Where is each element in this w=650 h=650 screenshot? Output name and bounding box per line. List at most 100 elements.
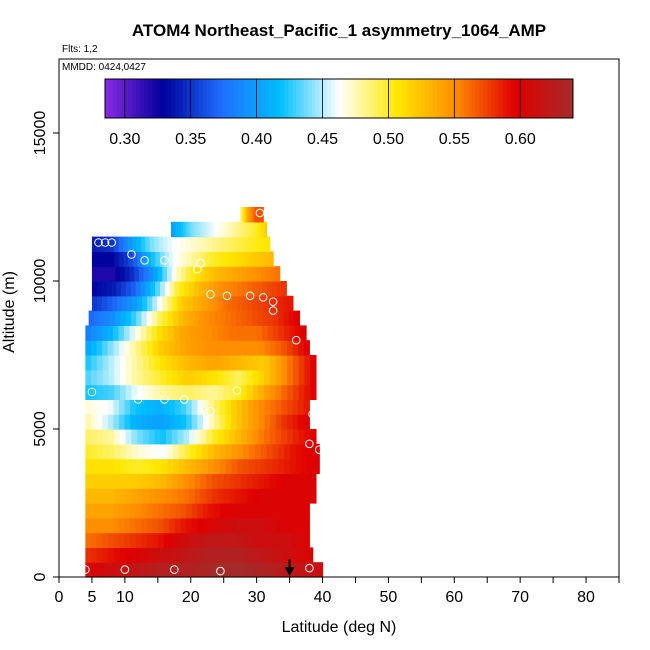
heatmap-cell	[215, 310, 222, 326]
colorbar-ticks: 0.30 0.35 0.40 0.45 0.50 0.55 0.60	[109, 79, 536, 148]
heatmap-cell	[143, 384, 150, 400]
heatmap-cell	[208, 517, 215, 534]
x-tick-label: 50	[380, 589, 398, 606]
heatmap-cell	[241, 473, 248, 489]
heatmap-cell	[281, 517, 288, 534]
heatmap-cell	[164, 281, 171, 297]
heatmap-cell	[208, 414, 215, 430]
x-tick-label: 10	[116, 589, 134, 606]
heatmap-cell	[158, 236, 164, 252]
heatmap-cell	[155, 458, 162, 474]
heatmap-cell	[256, 266, 262, 282]
heatmap-cell	[141, 310, 148, 326]
heatmap-cell	[264, 355, 271, 371]
heatmap-cell	[200, 369, 208, 386]
heatmap-cell	[130, 503, 137, 519]
heatmap-cell	[275, 517, 282, 534]
heatmap-cell	[260, 443, 268, 460]
heatmap-cell	[148, 384, 156, 400]
heatmap-cell	[275, 473, 282, 489]
heatmap-cell	[225, 532, 232, 548]
heatmap-cell	[218, 266, 224, 282]
heatmap-cell	[227, 281, 234, 297]
heatmap-cell	[212, 429, 219, 445]
heatmap-cell	[310, 369, 317, 386]
heatmap-cell	[135, 325, 142, 341]
colorbar-swatch	[436, 79, 441, 118]
heatmap-cell	[275, 562, 282, 578]
heatmap-cell	[298, 503, 305, 519]
heatmap-cell	[168, 325, 175, 341]
heatmap-cell	[143, 458, 151, 474]
heatmap-cell	[159, 251, 166, 267]
heatmap-cell	[284, 443, 291, 460]
colorbar-swatch	[229, 79, 235, 118]
heatmap-cell	[137, 369, 144, 386]
heatmap-cell	[173, 458, 180, 474]
heatmap-cell	[232, 266, 239, 282]
heatmap-cell	[278, 547, 285, 563]
heatmap-cell	[151, 310, 158, 326]
x-tick-label: 20	[182, 589, 200, 606]
heatmap-cell	[196, 443, 203, 460]
heatmap-cell	[200, 488, 208, 504]
heatmap-cell	[253, 414, 260, 430]
colorbar-swatch	[498, 79, 504, 118]
heatmap-cell	[157, 266, 163, 282]
heatmap-cell	[310, 429, 317, 445]
heatmap-cell	[256, 221, 260, 238]
heatmap-cell	[275, 355, 282, 371]
heatmap-cell	[301, 458, 309, 474]
heatmap-cell	[85, 369, 92, 386]
heatmap-cell	[90, 340, 98, 356]
heatmap-cell	[249, 221, 253, 238]
heatmap-cell	[102, 503, 109, 519]
heatmap-cell	[264, 340, 271, 356]
heatmap-cell	[214, 414, 221, 430]
heatmap-cell	[145, 281, 151, 297]
heatmap-cell	[113, 503, 120, 519]
heatmap-cell	[149, 236, 155, 252]
heatmap-cell	[235, 384, 242, 400]
heatmap-cell	[252, 236, 258, 252]
heatmap-cell	[235, 221, 239, 238]
heatmap-cell	[236, 517, 243, 534]
heatmap-cell	[275, 369, 282, 386]
heatmap-cell	[141, 340, 148, 356]
heatmap-cell	[236, 340, 243, 356]
heatmap-cell	[264, 532, 271, 548]
heatmap-cell	[174, 562, 181, 578]
colorbar-swatch	[253, 79, 258, 118]
heatmap-cell	[266, 281, 273, 297]
heatmap-cell	[281, 399, 288, 415]
heatmap-cell	[303, 532, 310, 548]
heatmap-cell	[197, 414, 204, 430]
heatmap-cell	[146, 532, 154, 548]
heatmap-cell	[118, 532, 126, 548]
heatmap-cell	[259, 251, 265, 267]
heatmap-cell	[126, 458, 133, 474]
colorbar-swatch	[417, 79, 422, 118]
heatmap-cell	[187, 547, 194, 563]
heatmap-cell	[258, 488, 265, 504]
heatmap-cell	[189, 429, 196, 445]
heatmap-cell	[102, 355, 110, 371]
colorbar-swatch	[405, 79, 410, 118]
heatmap-cell	[242, 399, 249, 415]
heatmap-cell	[230, 532, 238, 548]
heatmap-cell	[146, 414, 154, 430]
colorbar-swatch	[440, 79, 445, 118]
colorbar-swatch	[483, 79, 488, 118]
heatmap-cell	[125, 488, 133, 504]
heatmap-cell	[154, 429, 161, 445]
heatmap-cell	[202, 458, 209, 474]
heatmap-cell	[278, 310, 285, 326]
heatmap-cell	[217, 355, 225, 371]
heatmap-cell	[304, 384, 311, 400]
heatmap-cell	[96, 355, 104, 371]
heatmap-cell	[157, 325, 164, 341]
heatmap-cell	[90, 517, 98, 534]
heatmap-cell	[183, 488, 190, 504]
heatmap-cell	[219, 340, 226, 356]
colorbar-swatch	[128, 79, 133, 118]
